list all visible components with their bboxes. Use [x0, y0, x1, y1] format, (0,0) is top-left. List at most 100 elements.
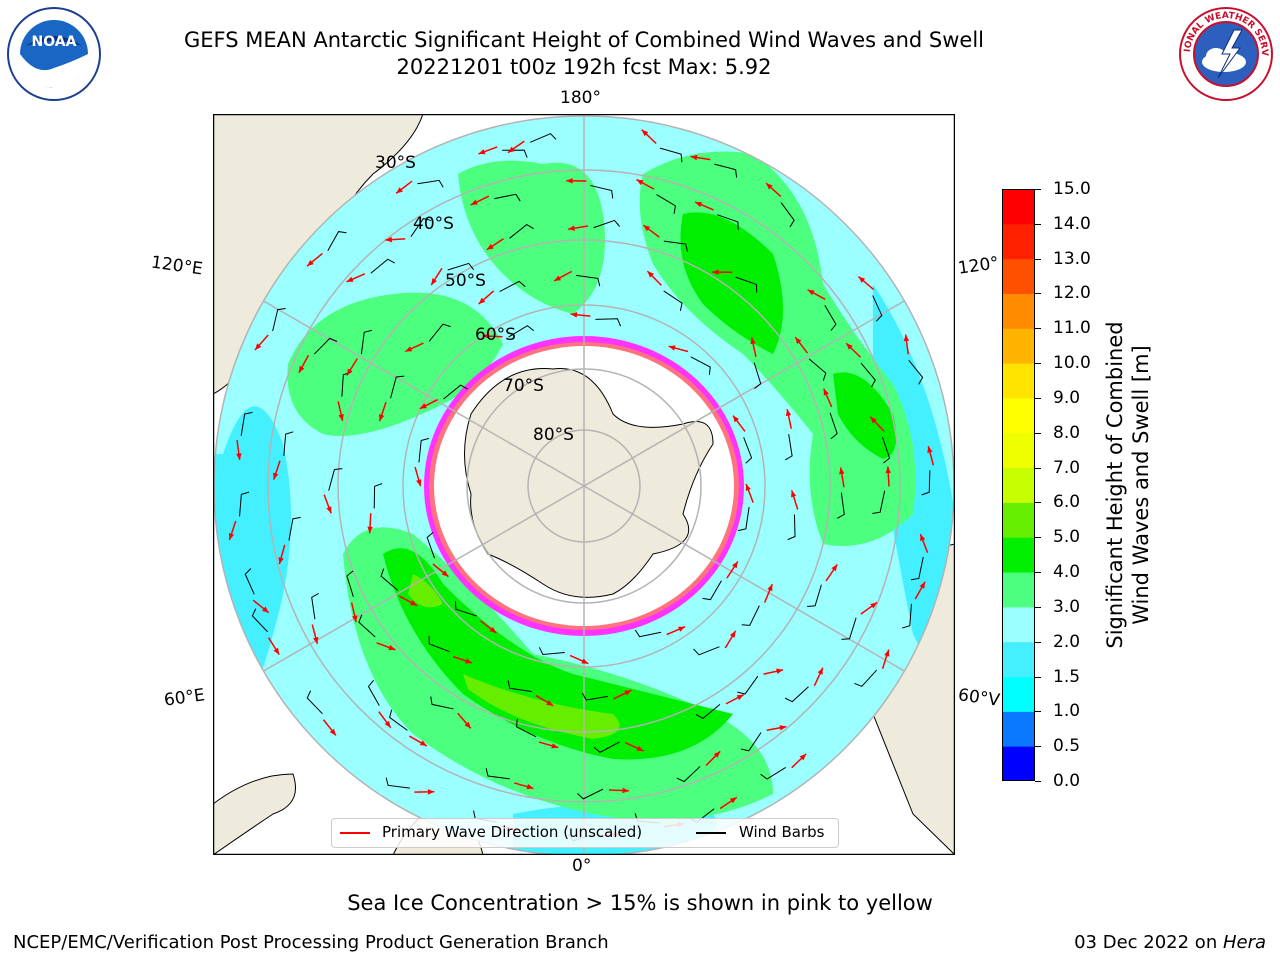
- wave-direction-arrowhead: [478, 149, 486, 155]
- colorbar-tick-mark: [1035, 328, 1041, 330]
- wave-direction-arrowhead: [919, 581, 926, 589]
- wind-barb: [690, 356, 711, 376]
- wave-direction-arrowhead: [791, 490, 797, 498]
- wind-barb: [753, 362, 762, 390]
- colorbar-tick-mark: [1035, 189, 1041, 190]
- wave-direction-arrowhead: [329, 728, 336, 736]
- wave-direction-arrowhead: [647, 271, 654, 278]
- wind-barb: [737, 675, 759, 695]
- wave-direction-arrowhead: [566, 178, 573, 184]
- map-frame: [213, 114, 955, 855]
- wind-barb: [430, 696, 454, 710]
- wave-direction-arrowhead: [839, 467, 845, 475]
- wind-barb: [872, 490, 886, 514]
- wave-direction-arrowhead: [441, 570, 449, 577]
- wind-barb: [367, 679, 380, 706]
- colorbar-tick-mark: [1035, 467, 1041, 469]
- wave-direction-arrowhead: [507, 146, 515, 153]
- colorbar-tick-label: 1.5: [1053, 666, 1081, 687]
- colorbar-label: Significant Height of Combined Wind Wave…: [1102, 185, 1154, 785]
- wave-direction-arrowhead: [678, 626, 686, 632]
- colorbar-tick-label: 11.0: [1053, 318, 1091, 339]
- wave-direction-arrowhead: [745, 483, 751, 491]
- wave-region-high: [833, 372, 897, 459]
- colorbar-tick-label: 4.0: [1053, 562, 1081, 583]
- wave-direction-arrowhead: [581, 658, 589, 664]
- wave-direction-arrowhead: [712, 269, 719, 275]
- wind-barb: [854, 669, 878, 687]
- wind-barb: [240, 411, 253, 436]
- wind-barb: [577, 788, 604, 800]
- wind-barb: [288, 516, 301, 541]
- wave-region-peak: [463, 674, 620, 739]
- wave-direction-arrowhead: [846, 343, 853, 350]
- wind-barb: [741, 605, 760, 626]
- wave-direction-arrowhead: [388, 644, 396, 651]
- wave-direction-arrowhead: [478, 297, 486, 305]
- colorbar-segment: [1002, 467, 1035, 503]
- wind-barb: [313, 337, 338, 355]
- wave-direction-arrowhead: [690, 154, 698, 161]
- wave-direction-arrowhead: [713, 751, 721, 758]
- lat-label-70s: 70°S: [503, 376, 544, 396]
- wave-direction-arrowhead: [636, 745, 644, 752]
- wind-barb: [358, 614, 376, 638]
- wind-barb: [743, 437, 753, 464]
- colorbar-tick-label: 9.0: [1053, 387, 1081, 408]
- wind-barb: [410, 218, 432, 237]
- wave-direction-arrowhead: [273, 647, 280, 655]
- colorbar-tick-mark: [1035, 223, 1041, 225]
- wind-barb: [417, 179, 444, 188]
- colorbar-tick-label: 13.0: [1053, 248, 1091, 269]
- colorbar-tick-mark: [1035, 397, 1041, 399]
- wind-barb: [454, 601, 477, 617]
- wind-barb: [306, 690, 323, 715]
- wave-direction-arrowhead: [776, 668, 784, 674]
- wave-region-high: [383, 548, 733, 760]
- wave-direction-arrowhead: [554, 275, 562, 281]
- wave-direction-arrowhead: [695, 202, 703, 208]
- wind-barb: [508, 325, 535, 338]
- wind-barb: [841, 617, 857, 640]
- lat-label-50s: 50°S: [445, 271, 486, 291]
- wave-direction-arrowhead: [779, 725, 787, 731]
- sea-ice-caption: Sea Ice Concentration > 15% is shown in …: [347, 891, 933, 915]
- lat-label-30s: 30°S: [375, 153, 416, 173]
- wind-barb: [714, 163, 738, 178]
- wave-direction-arrowhead: [278, 557, 284, 565]
- wind-barb: [740, 732, 762, 752]
- wind-barb: [581, 692, 609, 701]
- map-legend: Primary Wave Direction (unscaled) Wind B…: [331, 818, 839, 848]
- colorbar-tick-label: 10.0: [1053, 353, 1091, 374]
- wave-direction-arrowhead: [416, 479, 422, 487]
- colorbar-tick-mark: [1035, 572, 1041, 574]
- colorbar-label-line1: Significant Height of Combined: [1103, 321, 1127, 649]
- wind-barb: [829, 412, 838, 440]
- wave-direction-arrowhead: [817, 667, 823, 675]
- noaa-logo-icon: NOAA: [7, 7, 101, 101]
- wave-direction-arrowhead: [884, 649, 890, 657]
- wind-barb: [837, 492, 845, 519]
- wave-direction-arrowhead: [807, 289, 815, 296]
- colorbar-segment: [1002, 189, 1035, 225]
- wave-direction-arrowhead: [419, 403, 427, 409]
- wind-barb: [360, 329, 373, 355]
- wave-direction-arrowhead: [570, 312, 578, 318]
- wind-barb: [530, 133, 557, 143]
- wave-direction-arrowhead: [870, 416, 877, 424]
- wave-direction-arrowhead: [465, 658, 473, 664]
- wind-barb: [595, 318, 622, 327]
- lon-label-120w: 120°: [956, 253, 1001, 279]
- lon-label-0: 0°: [572, 856, 592, 876]
- colorbar-segment: [1002, 397, 1035, 434]
- colorbar-tick-label: 1.0: [1053, 701, 1081, 722]
- wind-barb: [499, 280, 526, 293]
- colorbar-tick-label: 7.0: [1053, 457, 1081, 478]
- wave-direction-arrowhead: [766, 183, 773, 190]
- wave-direction-arrowhead: [346, 368, 353, 376]
- wave-direction-arrowhead: [486, 243, 494, 250]
- wave-direction-arrowhead: [885, 466, 891, 474]
- wave-direction-arrowhead: [431, 278, 437, 286]
- wind-barb: [716, 214, 739, 230]
- wave-direction-arrowhead: [352, 615, 358, 623]
